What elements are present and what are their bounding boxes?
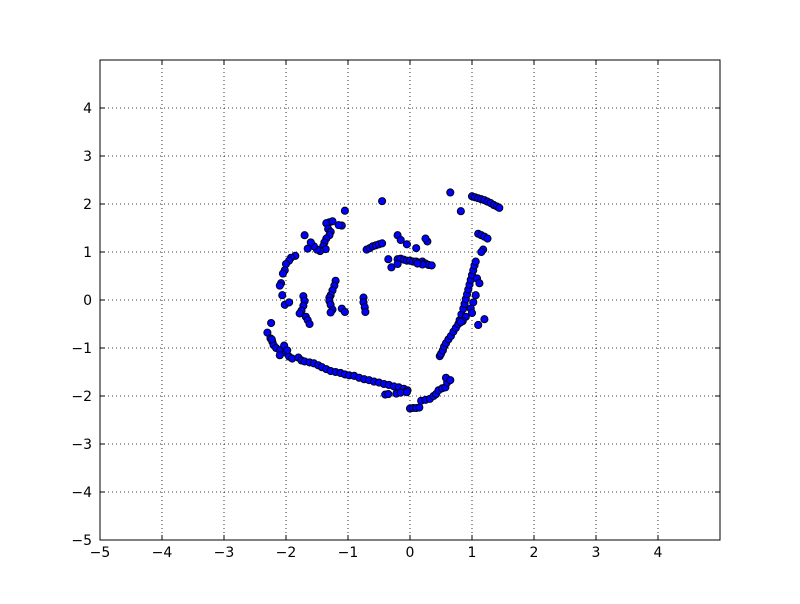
scatter-point bbox=[446, 188, 455, 197]
scatter-point bbox=[421, 234, 430, 243]
x-tick-label: 1 bbox=[468, 545, 477, 561]
scatter-point bbox=[456, 207, 465, 216]
x-axis-tick-labels: −5 −4 −3 −2 −1 0 1 2 3 4 bbox=[90, 545, 663, 561]
scatter-point bbox=[303, 244, 312, 253]
scatter-point bbox=[467, 308, 477, 318]
scatter-point bbox=[413, 259, 422, 268]
grid-lines bbox=[99, 60, 720, 541]
y-tick-label: −1 bbox=[71, 341, 92, 357]
scatter-point bbox=[378, 197, 387, 206]
x-tick-label: −2 bbox=[276, 545, 297, 561]
scatter-point bbox=[278, 269, 287, 278]
x-tick-label: −5 bbox=[90, 545, 111, 561]
scatter-point bbox=[402, 388, 411, 397]
y-tick-label: 0 bbox=[83, 293, 92, 309]
y-tick-label: −4 bbox=[71, 485, 92, 501]
scatter-point bbox=[275, 281, 284, 290]
scatter-point bbox=[278, 291, 287, 300]
data-points bbox=[263, 188, 504, 413]
scatter-point bbox=[306, 238, 315, 247]
y-tick-label: 4 bbox=[83, 101, 92, 117]
scatter-point bbox=[415, 403, 424, 412]
scatter-point bbox=[267, 318, 276, 328]
y-tick-label: −5 bbox=[71, 533, 92, 549]
scatter-point bbox=[475, 279, 484, 288]
scatter-point bbox=[300, 231, 309, 240]
scatter-point bbox=[480, 315, 489, 324]
scatter-point bbox=[471, 291, 480, 300]
y-tick-label: −2 bbox=[71, 389, 92, 405]
x-tick-label: 3 bbox=[592, 545, 601, 561]
scatter-point bbox=[334, 221, 343, 230]
scatter-point bbox=[361, 307, 370, 317]
scatter-point bbox=[267, 335, 276, 344]
scatter-point bbox=[384, 255, 393, 264]
scatter-point bbox=[326, 308, 335, 317]
y-tick-label: 3 bbox=[83, 149, 92, 165]
x-tick-label: −4 bbox=[152, 545, 173, 561]
scatter-point bbox=[384, 390, 393, 399]
scatter-point bbox=[477, 247, 486, 257]
scatter-point bbox=[495, 203, 504, 212]
scatter-point bbox=[393, 259, 402, 269]
scatter-point bbox=[471, 257, 480, 266]
scatter-point bbox=[285, 298, 294, 307]
x-tick-label: 2 bbox=[530, 545, 539, 561]
scatter-point bbox=[378, 239, 387, 248]
y-tick-label: 1 bbox=[83, 245, 92, 261]
y-axis-tick-labels: −5 −4 −3 −2 −1 0 1 2 3 4 bbox=[71, 101, 92, 549]
scatter-point bbox=[456, 318, 465, 327]
scatter-point bbox=[474, 320, 483, 330]
x-tick-label: −1 bbox=[338, 545, 359, 561]
x-tick-label: −3 bbox=[214, 545, 235, 561]
x-tick-label: 0 bbox=[406, 545, 415, 561]
scatter-point bbox=[387, 263, 396, 272]
y-tick-label: 2 bbox=[83, 197, 92, 213]
y-tick-label: −3 bbox=[71, 437, 92, 453]
scatter-point bbox=[340, 206, 349, 215]
scatter-point bbox=[402, 240, 411, 249]
scatter-point bbox=[427, 261, 436, 270]
scatter-point bbox=[396, 235, 405, 245]
scatter-point bbox=[340, 307, 349, 317]
x-tick-label: 4 bbox=[654, 545, 663, 561]
scatter-point bbox=[446, 376, 455, 385]
scatter-point bbox=[412, 244, 421, 253]
scatter-point bbox=[295, 309, 304, 318]
scatter-point bbox=[305, 319, 314, 329]
axis-ticks bbox=[99, 60, 720, 541]
scatter-point bbox=[328, 217, 337, 226]
scatter-point bbox=[483, 234, 492, 243]
scatter-point bbox=[275, 351, 284, 360]
scatter-point bbox=[283, 346, 292, 355]
